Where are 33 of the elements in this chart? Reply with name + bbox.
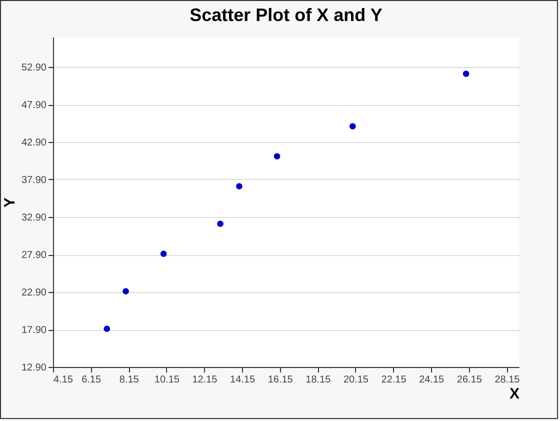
point	[236, 183, 242, 190]
x-tick-label: 12.15	[192, 374, 218, 386]
y-tick-label: 37.90	[21, 175, 47, 186]
x-tick-label: 18.15	[306, 374, 332, 386]
y-tick-label: 17.90	[21, 325, 47, 336]
point	[349, 123, 356, 130]
x-tick-label: 26.15	[456, 374, 482, 386]
point	[217, 220, 224, 227]
y-tick-label: 27.90	[21, 250, 47, 261]
point	[104, 326, 110, 332]
x-axis-title: X	[509, 386, 520, 402]
point	[122, 288, 129, 294]
y-tick-label: 32.90	[21, 212, 47, 224]
point	[160, 250, 167, 257]
x-tick-label: 20.15	[343, 374, 369, 386]
point	[462, 70, 470, 77]
y-tick-label: 42.90	[21, 138, 47, 148]
x-tick-label: 14.15	[230, 374, 256, 386]
y-tick-label: 22.90	[21, 288, 47, 298]
x-tick-label: 28.15	[494, 374, 520, 386]
y-axis-title: Y	[1, 197, 18, 208]
x-tick-label: 24.15	[419, 374, 445, 386]
y-tick-label: 52.90	[21, 62, 47, 74]
x-tick-label: 16.15	[268, 374, 294, 386]
point	[274, 153, 280, 160]
x-tick-label: 4.15	[54, 374, 74, 386]
chart-title: Scatter Plot of X and Y	[190, 5, 382, 25]
y-tick-label: 47.90	[21, 100, 47, 111]
x-tick-label: 6.15	[82, 374, 102, 386]
x-tick-label: 8.15	[119, 374, 140, 386]
x-tick-label: 22.15	[381, 374, 407, 386]
y-tick-label: 12.90	[21, 362, 47, 374]
x-tick-label: 10.15	[154, 374, 180, 386]
